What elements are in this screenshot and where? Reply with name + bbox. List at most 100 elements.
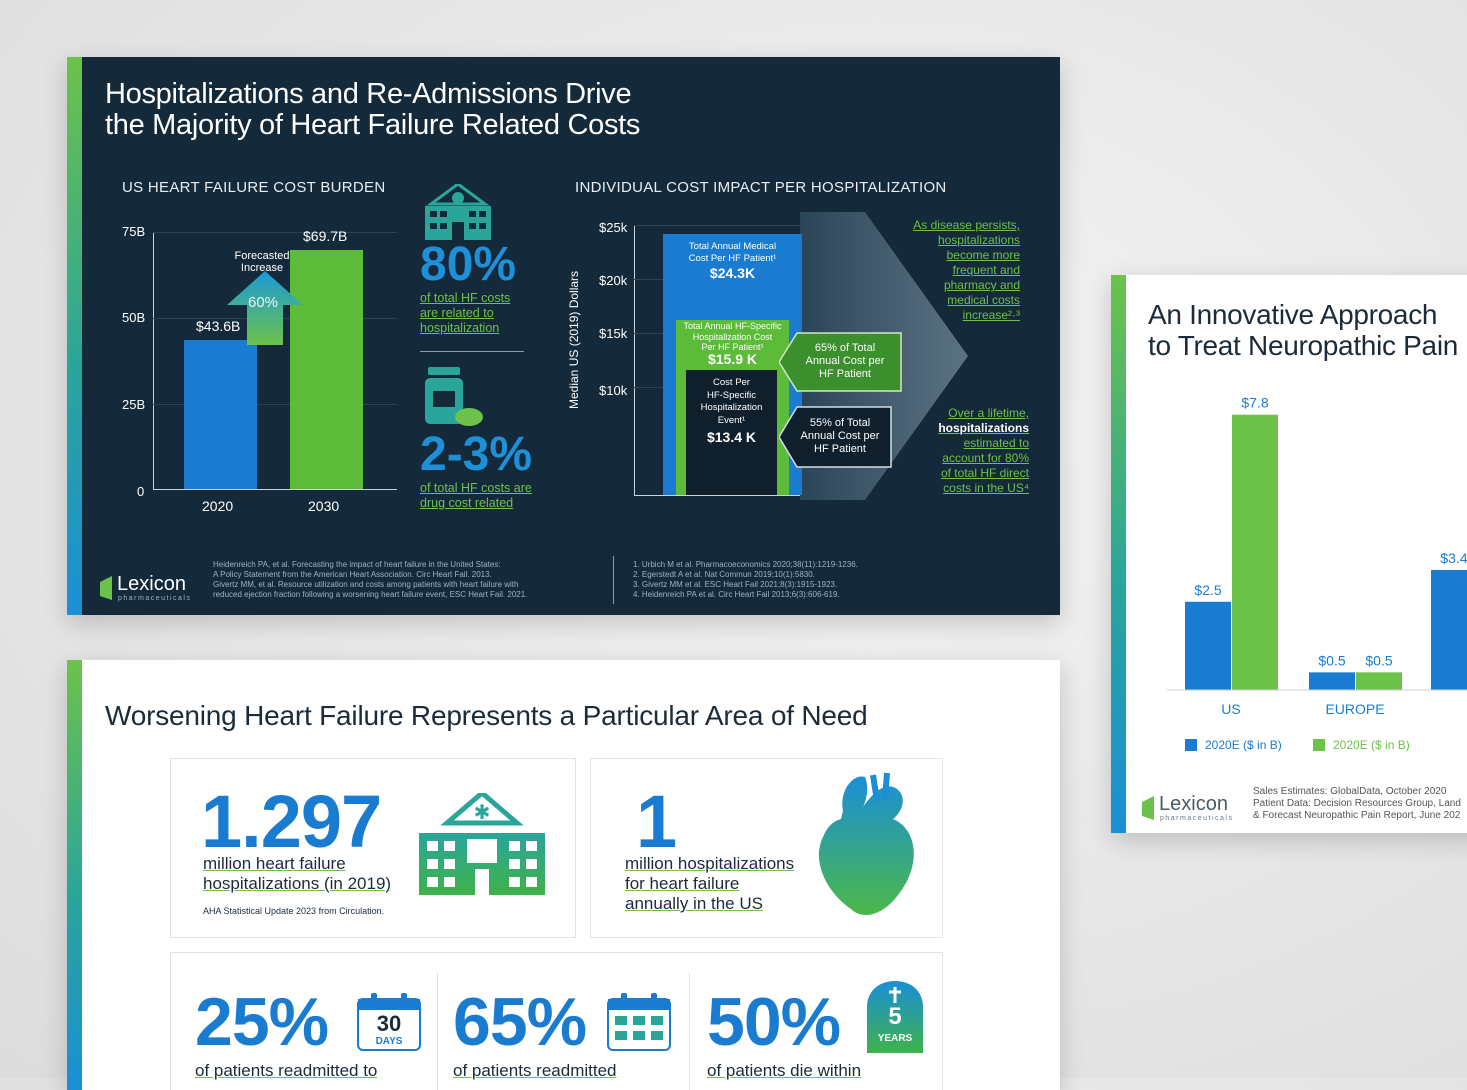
desc-line: of patients readmitted to (195, 1061, 378, 1080)
legend-swatch (1313, 739, 1325, 751)
section-heading-right: INDIVIDUAL COST IMPACT PER HOSPITALIZATI… (575, 179, 947, 196)
label-line: HF-Specific (706, 389, 757, 401)
bar-value-2030: $69.7B (303, 228, 348, 245)
callout-line: HF Patient (819, 368, 871, 380)
stat-number: 25% (195, 984, 329, 1060)
desc-line: annually in the US (625, 894, 763, 913)
stat-desc: million heart failure hospitalizations (… (203, 854, 391, 894)
bar-cost-per-event (686, 370, 777, 495)
bar-us-1 (1232, 414, 1278, 690)
bar-value-label: $0.5 (1318, 652, 1345, 668)
source-note: AHA Statistical Update 2023 from Circula… (203, 906, 385, 916)
note-line: frequent and (952, 263, 1020, 277)
green-bar-value: $15.9 K (707, 350, 758, 367)
hospital-icon: ✱ (419, 793, 545, 895)
divider (689, 973, 690, 1090)
logo-subtext: pharmaceuticals (118, 595, 192, 602)
divider (420, 351, 524, 352)
callout-line: Annual Cost per (805, 355, 885, 367)
y-tick: $20k (599, 273, 628, 288)
y-tick: $10k (599, 383, 628, 398)
note-line: become more (946, 248, 1020, 262)
label-line: Hospitalization Cost (692, 331, 773, 342)
y-axis-line (153, 232, 154, 490)
slide-neuropathic-pain: An Innovative Approach to Treat Neuropat… (1111, 275, 1467, 833)
title-line-2: the Majority of Heart Failure Related Co… (105, 109, 641, 141)
stat-desc: of patients readmitted (453, 1061, 616, 1081)
section-heading-left: US HEART FAILURE COST BURDEN (122, 179, 386, 196)
stat-number: 65% (453, 984, 587, 1060)
calendar-icon (607, 993, 671, 1051)
footnote-line: A Policy Statement from the American Hea… (213, 570, 492, 579)
desc-line: hospitalization (420, 321, 500, 335)
stat-desc: million hospitalizations for heart failu… (625, 854, 794, 914)
bar-value-label: $7.8 (1241, 395, 1268, 411)
stat-number: 50% (707, 984, 841, 1060)
stat-card-annual-hospitalizations: 1 million hospitalizations for heart fai… (590, 758, 943, 938)
grid-line (153, 404, 397, 405)
slide-hospitalization-costs: Hospitalizations and Re-Admissions Drive… (67, 57, 1060, 615)
callout-line: Annual Cost per (800, 430, 880, 442)
slide-title: Hospitalizations and Re-Admissions Drive… (105, 79, 640, 141)
bar-value-label: $0.5 (1365, 652, 1392, 668)
slide-title: An Innovative Approach to Treat Neuropat… (1148, 299, 1458, 361)
legend-swatch (1185, 739, 1197, 751)
svg-text:✱: ✱ (474, 800, 491, 824)
logo-text: Lexicon (1159, 793, 1228, 815)
category-label: US (1221, 701, 1240, 717)
note-line: account for 80% (942, 451, 1029, 465)
footnote-left: Heidenreich PA, et al. Forecasting the i… (213, 560, 527, 600)
forecast-label-line: Increase (240, 262, 284, 274)
medicine-bottle-icon (425, 367, 483, 426)
y-tick: 50B (122, 310, 146, 325)
bar-europe-1 (1356, 672, 1402, 690)
legend-item-green: 2020E ($ in B) (1313, 738, 1410, 752)
note-line: of total HF direct (940, 466, 1029, 480)
stat-desc: of patients die within (707, 1061, 861, 1081)
bar-j-0 (1431, 570, 1467, 690)
stat-2-3-percent: 2-3% (420, 428, 533, 481)
bar-2030 (290, 250, 363, 489)
label-line: Hospitalization (700, 402, 763, 413)
desc-line: for heart failure (625, 874, 740, 893)
y-tick: 0 (137, 484, 145, 499)
legend-label: 2020E ($ in B) (1333, 738, 1410, 752)
desc-line: of total HF costs are (420, 481, 532, 495)
x-tick-2020: 2020 (202, 498, 234, 514)
desc-line: of patients readmitted (453, 1061, 617, 1080)
x-axis-line (153, 489, 397, 490)
forecast-label-line: Forecasted (234, 250, 290, 262)
grid-line (634, 225, 829, 226)
accent-bar (67, 57, 82, 615)
footnote-line: Givertz MM, et al. Resource utilization … (213, 580, 519, 589)
dark-bar-label: Cost Per HF-Specific Hospitalization Eve… (686, 377, 777, 444)
y-axis-title: Median US (2019) Dollars (567, 270, 581, 409)
callout-55-shape (779, 406, 892, 468)
grid-line (153, 232, 397, 233)
bar-us-0 (1185, 601, 1231, 690)
legend-item-blue: 2020E ($ in B) (1185, 738, 1282, 752)
forecast-label: Forecasted Increase (232, 250, 292, 274)
divider (437, 973, 438, 1090)
accent-bar (67, 660, 82, 1090)
bar-europe-0 (1309, 672, 1355, 690)
x-axis-line (634, 495, 854, 496)
note-line: pharmacy and (943, 278, 1020, 292)
footnote-line: 1. Urbich M et al. Pharmacoeconomics 202… (633, 560, 858, 569)
label-line: Cost Per HF Patient¹ (688, 253, 777, 264)
stat-80-percent: 80% (420, 238, 517, 291)
y-axis-line (634, 225, 635, 495)
forecast-percent: 60% (248, 294, 279, 311)
callout-55-text: 55% of Total Annual Cost per HF Patient (795, 417, 885, 456)
stat-card-readmissions: 25% 30 DAYS of patients readmitted to 65… (170, 952, 943, 1090)
bar-value-label: $3.4 (1440, 550, 1467, 566)
footnote-line: 2. Egerstedt A et al. Nat Commun 2019;10… (633, 570, 815, 579)
label-line: Cost Per (713, 377, 750, 388)
stat-80-desc: of total HF costs are related to hospita… (420, 291, 510, 336)
footnote-line: Heidenreich PA, et al. Forecasting the i… (213, 560, 501, 569)
label-line: Per HF Patient¹ (701, 342, 764, 352)
note-line: Over a lifetime, (948, 406, 1029, 420)
note-line: increase²·³ (962, 308, 1020, 322)
green-bar-label: Total Annual HF-Specific Hospitalization… (676, 321, 789, 367)
